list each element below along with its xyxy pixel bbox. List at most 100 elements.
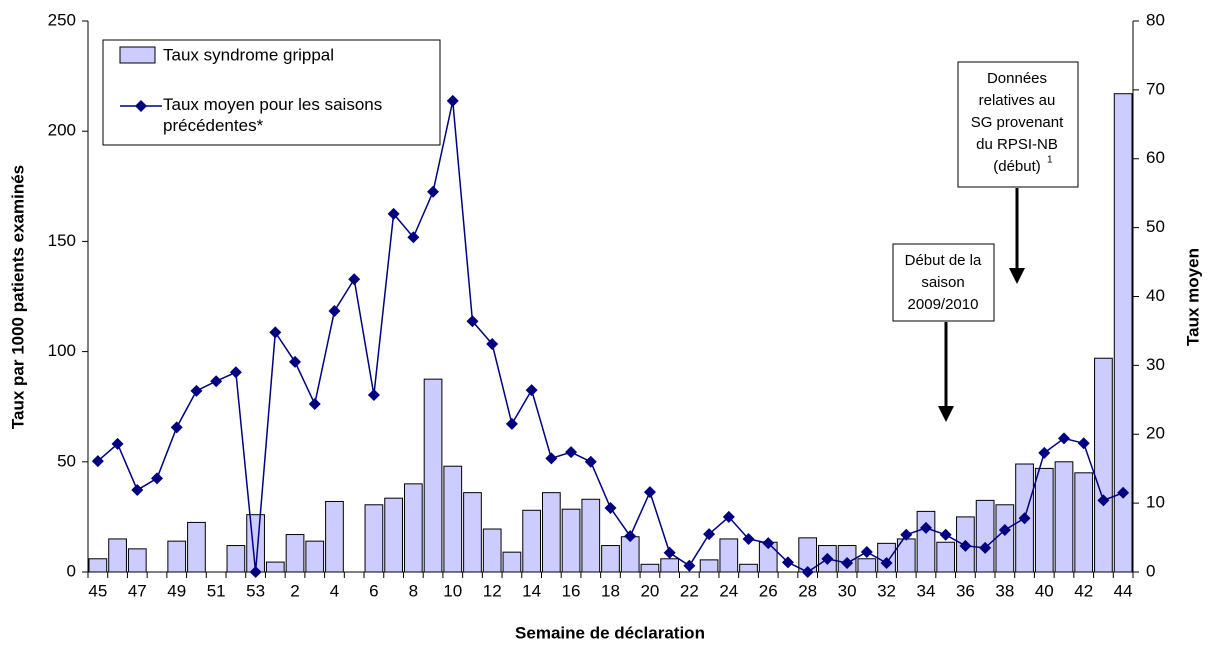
bar bbox=[265, 561, 285, 573]
bar bbox=[719, 538, 739, 573]
x-tick-label: 51 bbox=[207, 581, 226, 600]
marker bbox=[407, 231, 420, 244]
marker bbox=[505, 417, 518, 430]
marker bbox=[111, 437, 124, 450]
x-tick-label: 36 bbox=[956, 581, 975, 600]
y-tick-label: 100 bbox=[48, 341, 76, 360]
marker bbox=[466, 315, 479, 328]
bar bbox=[601, 545, 620, 573]
y2-tick-label: 20 bbox=[1146, 424, 1165, 443]
marker bbox=[1038, 446, 1051, 459]
bar bbox=[305, 540, 325, 573]
annotation-arrowhead bbox=[938, 406, 954, 422]
bar bbox=[916, 510, 936, 573]
y2-tick-label: 40 bbox=[1146, 286, 1165, 305]
marker bbox=[269, 326, 282, 339]
x-tick-label: 40 bbox=[1035, 581, 1054, 600]
y-tick-label: 50 bbox=[57, 451, 76, 470]
x-tick-label: 38 bbox=[995, 581, 1014, 600]
y2-tick-label: 60 bbox=[1146, 148, 1165, 167]
marker bbox=[210, 375, 223, 388]
bar bbox=[660, 558, 680, 573]
x-tick-label: 8 bbox=[409, 581, 418, 600]
x-tick-label: 24 bbox=[719, 581, 738, 600]
marker bbox=[860, 546, 873, 559]
marker bbox=[348, 273, 361, 286]
marker bbox=[308, 397, 321, 410]
annotation-text: 2009/2010 bbox=[908, 296, 979, 313]
marker bbox=[1077, 437, 1090, 450]
y-axis-title: Taux par 1000 patients examinés bbox=[8, 165, 27, 429]
x-tick-label: 6 bbox=[369, 581, 378, 600]
x-tick-label: 45 bbox=[88, 581, 107, 600]
marker bbox=[683, 559, 696, 572]
y2-axis-title: Taux moyen bbox=[1183, 248, 1202, 346]
marker bbox=[781, 556, 794, 569]
legend-marker bbox=[135, 100, 147, 112]
marker bbox=[801, 566, 814, 578]
bar bbox=[443, 465, 463, 573]
bar bbox=[857, 558, 877, 573]
annotation-text: SG provenant bbox=[971, 114, 1064, 131]
bar bbox=[1054, 461, 1074, 573]
marker bbox=[249, 566, 262, 578]
x-tick-label: 2 bbox=[290, 581, 299, 600]
x-tick-label: 12 bbox=[483, 581, 502, 600]
bar bbox=[482, 528, 502, 573]
bar bbox=[187, 521, 206, 573]
annotation-text: (début) bbox=[993, 158, 1041, 175]
legend-swatch bbox=[119, 46, 156, 64]
legend-label: Taux moyen pour les saisons précédentes* bbox=[163, 95, 382, 135]
legend-label: Taux syndrome grippal bbox=[163, 45, 334, 64]
y-tick-label: 250 bbox=[48, 10, 76, 29]
annotation-box bbox=[892, 243, 995, 322]
marker bbox=[959, 539, 972, 552]
marker bbox=[367, 388, 380, 401]
x-tick-label: 18 bbox=[601, 581, 620, 600]
bar bbox=[739, 563, 758, 573]
bar bbox=[995, 504, 1015, 573]
x-tick-label: 32 bbox=[877, 581, 896, 600]
annotation-text: relatives au bbox=[979, 92, 1056, 109]
marker bbox=[289, 355, 302, 368]
bar bbox=[541, 492, 561, 573]
annotation-text: Début de la bbox=[905, 252, 982, 269]
bar bbox=[640, 563, 660, 573]
marker bbox=[1117, 486, 1130, 499]
marker bbox=[427, 185, 440, 198]
x-tick-label: 34 bbox=[917, 581, 936, 600]
marker bbox=[919, 521, 932, 534]
marker bbox=[841, 557, 854, 570]
x-tick-label: 49 bbox=[167, 581, 186, 600]
x-tick-label: 26 bbox=[759, 581, 778, 600]
marker bbox=[663, 546, 676, 559]
marker bbox=[387, 207, 400, 220]
bar bbox=[1094, 357, 1113, 573]
marker bbox=[170, 421, 183, 434]
marker bbox=[446, 94, 459, 107]
bar bbox=[88, 558, 108, 573]
x-tick-label: 47 bbox=[128, 581, 147, 600]
y-tick-label: 200 bbox=[48, 121, 76, 140]
bar bbox=[108, 538, 127, 573]
marker bbox=[624, 530, 637, 543]
bar bbox=[502, 551, 522, 573]
annotation-arrowhead bbox=[1009, 268, 1025, 284]
marker bbox=[131, 484, 144, 497]
marker bbox=[486, 338, 499, 351]
x-tick-label: 10 bbox=[443, 581, 462, 600]
bar bbox=[463, 492, 482, 573]
x-tick-label: 20 bbox=[640, 581, 659, 600]
marker bbox=[91, 455, 104, 468]
marker bbox=[328, 304, 341, 317]
annotation-text: Données bbox=[987, 70, 1047, 87]
marker bbox=[998, 523, 1011, 536]
annotation-box bbox=[957, 61, 1079, 188]
bar bbox=[226, 545, 246, 573]
y2-tick-label: 30 bbox=[1146, 355, 1165, 374]
marker bbox=[1097, 494, 1110, 507]
y2-tick-label: 10 bbox=[1146, 493, 1165, 512]
marker bbox=[545, 452, 558, 465]
bar bbox=[384, 497, 403, 573]
